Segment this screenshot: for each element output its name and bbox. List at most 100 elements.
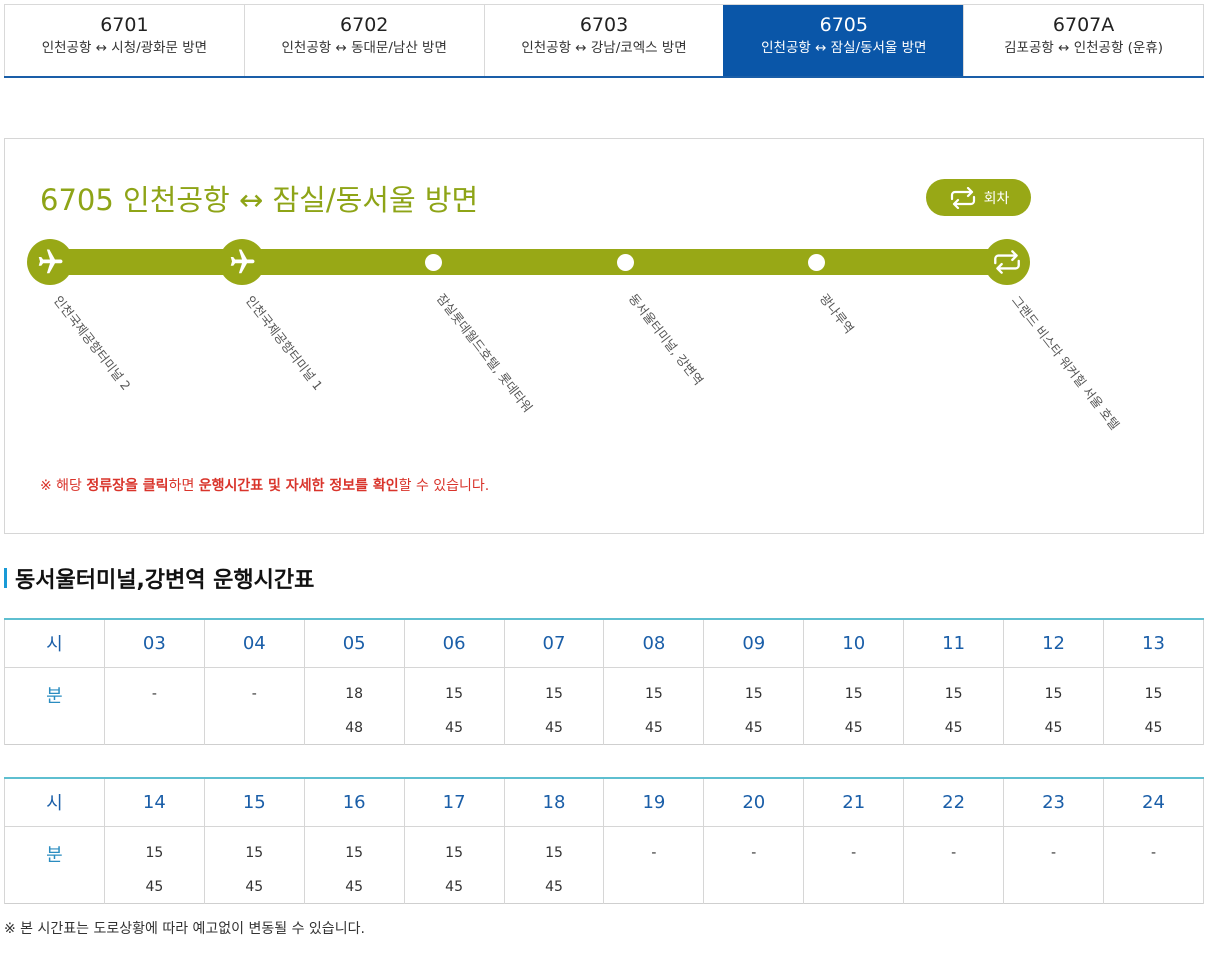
tab-6701[interactable]: 6701 인천공항 ↔ 시청/광화문 방면: [4, 5, 244, 76]
tab-destination: 인천공항 ↔ 동대문/남산 방면: [281, 40, 447, 56]
minute-value: -: [1050, 844, 1057, 861]
minute-value: 45: [145, 878, 164, 895]
minute-value: 15: [944, 685, 963, 702]
minute-cell: -: [203, 667, 305, 744]
stop-jamsil-lotte[interactable]: [425, 254, 442, 271]
timetable-heading: 동서울터미널,강변역 운행시간표: [4, 563, 314, 593]
minute-cell: 15 45: [903, 667, 1004, 744]
minute-value: 15: [345, 844, 364, 861]
hour-cell: 04: [203, 619, 305, 668]
minute-cell: 15 45: [603, 667, 704, 744]
timetable-footnote: ※ 본 시간표는 도로상황에 따라 예고없이 변동될 수 있습니다.: [4, 921, 365, 937]
hour-cell: 18: [503, 778, 604, 827]
minute-cell: -: [1102, 826, 1205, 903]
minute-value: 45: [944, 719, 963, 736]
stop-dongseoul-terminal[interactable]: [617, 254, 634, 271]
stop-label[interactable]: 광나루역: [816, 290, 857, 337]
notice-text: 하면: [168, 478, 199, 494]
stop-label[interactable]: 인천국제공항터미널 2: [50, 292, 134, 394]
minute-cell: -: [103, 667, 205, 744]
minute-cell: 15 45: [203, 826, 305, 903]
tab-6707a[interactable]: 6707A 김포공항 ↔ 인천공항 (운휴): [963, 5, 1204, 76]
hour-cell: 10: [803, 619, 904, 668]
stop-label[interactable]: 잠실롯데월드호텔, 롯데타워: [433, 290, 536, 416]
minute-value: 45: [545, 878, 563, 895]
minute-value: 45: [445, 878, 463, 895]
stop-label[interactable]: 동서울터미널, 강변역: [625, 290, 707, 388]
hour-cell: 20: [703, 778, 804, 827]
minute-value: 15: [844, 685, 863, 702]
hour-cell: 11: [903, 619, 1004, 668]
notice-emphasis: 정류장을 클릭: [86, 478, 169, 494]
turnaround-label: 회차: [983, 190, 1010, 207]
minute-value: 45: [644, 719, 663, 736]
stop-label[interactable]: 인천국제공항터미널 1: [242, 292, 326, 394]
minute-value: 45: [1144, 719, 1163, 736]
tab-destination: 인천공항 ↔ 잠실/동서울 방면: [761, 40, 927, 56]
minute-value: 48: [345, 719, 364, 736]
timetable-title: 동서울터미널,강변역 운행시간표: [15, 568, 315, 593]
hour-cell: 13: [1102, 619, 1205, 668]
timetable-table-1: 시 03 04 05 06 07 08 09 10 11 12 13 분 - -18 48 15 45 15 45 15…: [4, 618, 1205, 745]
minute-value: 15: [545, 844, 563, 861]
minute-row: 분 15 45 15 45 15 45 15 45 15 45- - - - - -: [4, 826, 1205, 903]
minute-value: 45: [1044, 719, 1063, 736]
stop-incheon-t2[interactable]: [27, 239, 73, 285]
minute-cell: 15 45: [1003, 667, 1104, 744]
minute-value: 45: [345, 878, 364, 895]
airplane-icon: [38, 249, 63, 274]
tab-6702[interactable]: 6702 인천공항 ↔ 동대문/남산 방면: [243, 5, 484, 76]
tab-6705[interactable]: 6705 인천공항 ↔ 잠실/동서울 방면: [723, 5, 964, 76]
minute-value: 45: [245, 878, 264, 895]
minute-value: -: [1150, 844, 1157, 861]
route-tabs: 6701 인천공항 ↔ 시청/광화문 방면 6702 인천공항 ↔ 동대문/남산…: [4, 4, 1204, 78]
stop-incheon-t1[interactable]: [219, 239, 265, 285]
turnaround-icon: [994, 250, 1020, 274]
minute-value: -: [951, 844, 957, 861]
minute-cell: 15 45: [803, 667, 904, 744]
hour-cell: 09: [703, 619, 804, 668]
notice-text: 할 수 있습니다.: [398, 478, 490, 494]
tab-number: 6702: [340, 14, 389, 36]
minute-cell: 15 45: [303, 826, 405, 903]
notice-text: ※ 해당: [40, 478, 87, 494]
turnaround-icon: [950, 186, 975, 209]
minute-cell: 18 48: [303, 667, 405, 744]
heading-bar: [4, 568, 7, 588]
hour-cell: 23: [1003, 778, 1104, 827]
tab-destination: 인천공항 ↔ 시청/광화문 방면: [41, 40, 208, 56]
hour-label: 시: [4, 619, 105, 668]
tab-number: 6705: [819, 14, 868, 36]
minute-cell: -: [1003, 826, 1104, 903]
minute-value: 15: [145, 844, 164, 861]
hour-cell: 12: [1003, 619, 1104, 668]
minute-cell: 15 45: [1102, 667, 1205, 744]
minute-row: 분 - -18 48 15 45 15 45 15 45 15 45 15 45 15 45 15 45 15 45: [4, 667, 1205, 744]
minute-value: -: [151, 685, 157, 702]
hour-cell: 06: [403, 619, 505, 668]
minute-value: 45: [844, 719, 863, 736]
stop-walkerhill[interactable]: [984, 239, 1030, 285]
minute-cell: -: [803, 826, 904, 903]
minute-cell: 15 45: [503, 667, 604, 744]
hour-cell: 07: [503, 619, 604, 668]
minute-label: 분: [4, 667, 105, 744]
hour-cell: 21: [803, 778, 904, 827]
tab-6703[interactable]: 6703 인천공항 ↔ 강남/코엑스 방면: [483, 5, 724, 76]
stop-gwangnaru[interactable]: [808, 254, 825, 271]
hour-cell: 08: [603, 619, 704, 668]
minute-value: 45: [744, 719, 763, 736]
route-line: [50, 249, 1012, 275]
hour-row: 시 14 15 16 17 18 19 20 21 22 23 24: [4, 778, 1205, 827]
turnaround-button[interactable]: 회차: [926, 179, 1031, 216]
minute-cell: 15 45: [503, 826, 604, 903]
route-notice: ※ 해당 정류장을 클릭하면 운행시간표 및 자세한 정보를 확인할 수 있습니…: [40, 475, 489, 495]
minute-value: 15: [445, 685, 463, 702]
minute-value: 15: [644, 685, 663, 702]
hour-cell: 16: [303, 778, 405, 827]
minute-value: -: [851, 844, 857, 861]
stop-label[interactable]: 그랜드 비스타 워커힐 서울 호텔: [1008, 292, 1123, 433]
minute-value: 45: [545, 719, 563, 736]
minute-cell: -: [703, 826, 804, 903]
minute-label: 분: [4, 826, 105, 903]
